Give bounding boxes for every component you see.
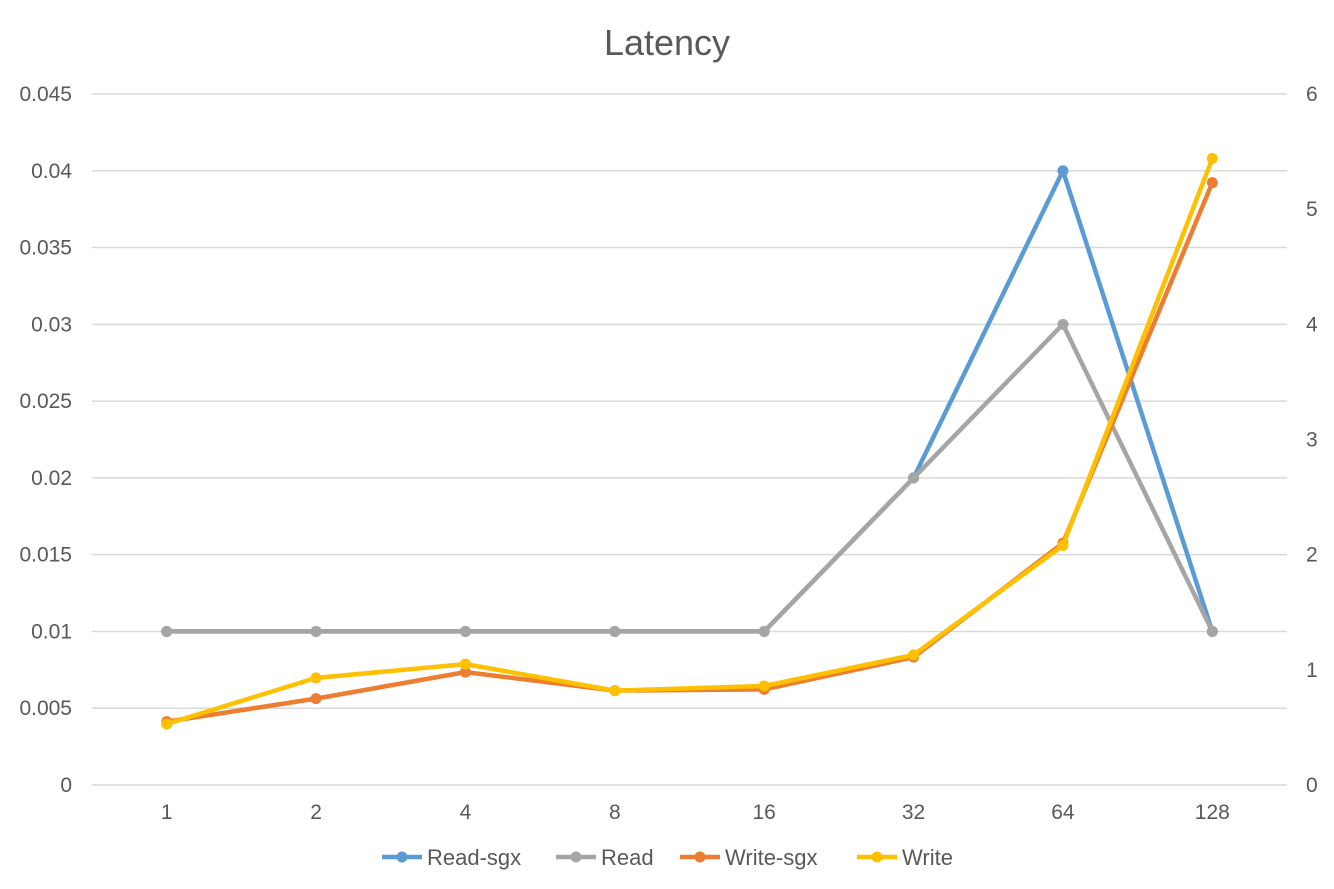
x-tick-label: 1: [161, 801, 173, 824]
left-tick-label: 0.03: [31, 313, 72, 336]
data-point-write: [1206, 152, 1218, 164]
series-line-write: [164, 156, 1215, 727]
right-tick-label: 4: [1306, 313, 1318, 336]
data-point-read: [459, 625, 471, 637]
chart-title: Latency: [604, 22, 730, 63]
data-point-write-sgx: [310, 693, 322, 705]
x-tick-label: 2: [310, 801, 322, 824]
left-tick-label: 0.035: [19, 237, 72, 260]
data-point-write-sgx: [459, 666, 471, 678]
legend: Read-sgx Read Write-sgx Write: [382, 845, 953, 870]
left-tick-label: 0.04: [31, 160, 72, 183]
series-line-read: [164, 322, 1215, 634]
data-point-write: [1057, 539, 1069, 551]
data-point-read: [310, 625, 322, 637]
x-tick-label: 8: [609, 801, 621, 824]
data-point-write-sgx: [1206, 177, 1218, 189]
left-tick-label: 0: [60, 774, 72, 797]
x-tick-label: 32: [902, 801, 925, 824]
data-point-read: [908, 472, 920, 484]
legend-label: Read-sgx: [427, 845, 521, 870]
legend-marker: [871, 851, 883, 863]
data-point-write: [609, 685, 621, 697]
data-point-write: [310, 672, 322, 684]
left-tick-label: 0.015: [19, 544, 72, 567]
series-line-write-sgx: [164, 180, 1215, 724]
left-tick-label: 0.025: [19, 390, 72, 413]
legend-marker: [694, 851, 706, 863]
data-point-write: [908, 649, 920, 661]
x-tick-label: 16: [753, 801, 776, 824]
legend-label: Write-sgx: [725, 845, 818, 870]
legend-label: Write: [902, 845, 953, 870]
x-tick-label: 128: [1195, 801, 1230, 824]
x-tick-label: 64: [1051, 801, 1075, 824]
left-axis-ticks: 0 0.005 0.01 0.015 0.02 0.025 0.03 0.035 0.04 0.0…: [19, 83, 72, 797]
left-tick-label: 0.005: [19, 697, 72, 720]
data-point-write: [161, 718, 173, 730]
left-tick-label: 0.045: [19, 83, 72, 106]
series-group: [161, 152, 1218, 730]
right-tick-label: 6: [1306, 83, 1318, 106]
right-tick-label: 3: [1306, 429, 1318, 452]
data-point-read: [1206, 625, 1218, 637]
right-tick-label: 1: [1306, 659, 1318, 682]
right-tick-label: 5: [1306, 198, 1318, 221]
data-point-read: [609, 625, 621, 637]
right-axis-ticks: 0 1 2 3 4 5 6: [1306, 83, 1318, 797]
data-point-write: [459, 658, 471, 670]
legend-label: Read: [601, 845, 654, 870]
x-tick-label: 4: [460, 801, 472, 824]
right-tick-label: 0: [1306, 774, 1318, 797]
data-point-read: [758, 625, 770, 637]
data-point-read-sgx: [1057, 165, 1069, 177]
data-point-write: [758, 680, 770, 692]
data-point-read: [161, 625, 173, 637]
x-axis-ticks: 1 2 4 8 16 32 64 128: [161, 801, 1230, 824]
left-tick-label: 0.02: [31, 467, 72, 490]
legend-marker: [396, 851, 408, 863]
legend-marker: [570, 851, 582, 863]
left-tick-label: 0.01: [31, 620, 72, 643]
data-point-read: [1057, 318, 1069, 330]
right-tick-label: 2: [1306, 544, 1318, 567]
